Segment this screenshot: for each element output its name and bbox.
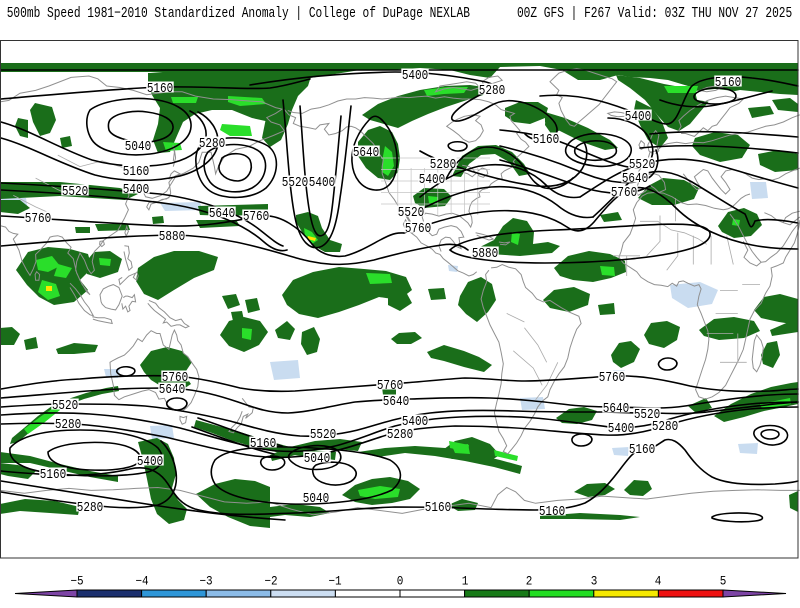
svg-text:5760: 5760 <box>377 378 403 393</box>
svg-text:5280: 5280 <box>479 83 505 98</box>
svg-text:5040: 5040 <box>304 451 330 466</box>
svg-text:5160: 5160 <box>123 164 149 179</box>
svg-text:5760: 5760 <box>25 211 51 226</box>
svg-text:5880: 5880 <box>472 246 498 261</box>
svg-text:5280: 5280 <box>430 157 456 172</box>
svg-text:5160: 5160 <box>40 467 66 482</box>
svg-text:5160: 5160 <box>147 81 173 96</box>
svg-text:5640: 5640 <box>159 382 185 397</box>
svg-text:5760: 5760 <box>611 185 637 200</box>
svg-text:5640: 5640 <box>353 145 379 160</box>
svg-text:5640: 5640 <box>209 206 235 221</box>
svg-text:5640: 5640 <box>622 171 648 186</box>
svg-text:5160: 5160 <box>250 436 276 451</box>
svg-text:5160: 5160 <box>629 442 655 457</box>
svg-text:5400: 5400 <box>402 68 428 83</box>
svg-text:5280: 5280 <box>77 500 103 515</box>
svg-text:5280: 5280 <box>199 136 225 151</box>
svg-text:5280: 5280 <box>387 427 413 442</box>
svg-text:5040: 5040 <box>125 139 151 154</box>
svg-text:5520: 5520 <box>62 184 88 199</box>
svg-text:5760: 5760 <box>162 370 188 385</box>
svg-text:5160: 5160 <box>425 500 451 515</box>
svg-text:5160: 5160 <box>539 504 565 519</box>
svg-text:5280: 5280 <box>55 417 81 432</box>
svg-text:5760: 5760 <box>243 209 269 224</box>
svg-text:5880: 5880 <box>159 229 185 244</box>
svg-text:5640: 5640 <box>603 401 629 416</box>
svg-text:5400: 5400 <box>309 175 335 190</box>
svg-text:5520: 5520 <box>52 398 78 413</box>
svg-text:5520: 5520 <box>634 407 660 422</box>
svg-text:5400: 5400 <box>137 454 163 469</box>
svg-text:5520: 5520 <box>629 157 655 172</box>
svg-text:5400: 5400 <box>123 182 149 197</box>
svg-text:5400: 5400 <box>419 172 445 187</box>
svg-text:5400: 5400 <box>608 421 634 436</box>
svg-text:5640: 5640 <box>383 394 409 409</box>
svg-text:5760: 5760 <box>405 221 431 236</box>
svg-text:5400: 5400 <box>402 414 428 429</box>
svg-text:5520: 5520 <box>282 175 308 190</box>
svg-text:5160: 5160 <box>533 132 559 147</box>
svg-text:5400: 5400 <box>625 109 651 124</box>
svg-text:5040: 5040 <box>303 491 329 506</box>
svg-text:5760: 5760 <box>599 370 625 385</box>
svg-text:5520: 5520 <box>310 427 336 442</box>
svg-text:5160: 5160 <box>715 75 741 90</box>
svg-text:5520: 5520 <box>398 205 424 220</box>
svg-text:5280: 5280 <box>652 419 678 434</box>
